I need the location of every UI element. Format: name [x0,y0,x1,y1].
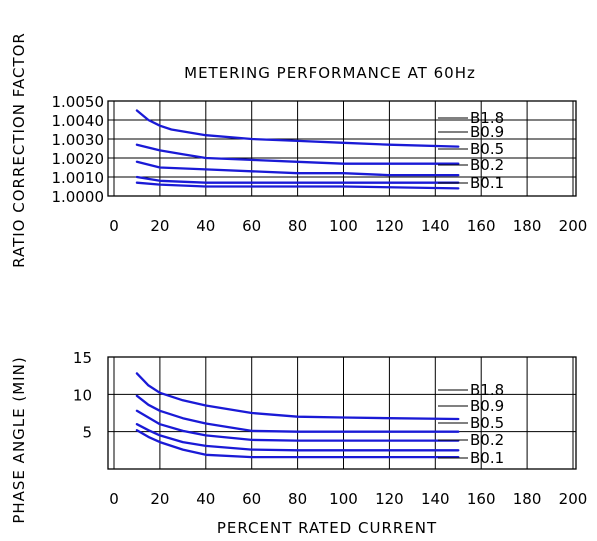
phase-angle-chart: 5 10 15 0 20 40 60 80 100 120 140 160 180 200 B1.8B0.9… [73,349,587,508]
y-tick-label: 10 [73,386,92,404]
x-tick-label: 140 [421,217,450,235]
series-label: B0.9 [470,123,504,141]
x-tick-label: 180 [513,217,542,235]
series-line [135,143,460,165]
x-tick-label: 80 [288,490,307,508]
x-tick-label: 160 [467,490,496,508]
series-label: B1.8 [470,109,504,127]
series-label: B1.8 [470,381,504,399]
x-axis-label: PERCENT RATED CURRENT [217,519,437,537]
series-line [135,160,460,177]
lower-y-axis-label: PHASE ANGLE (MIN) [10,356,28,523]
plot-frame [107,356,577,470]
series-label: B0.5 [470,140,504,158]
series-label: B0.2 [470,156,504,174]
series-line [135,423,460,452]
y-tick-label: 1.0050 [52,93,105,111]
x-tick-label: 120 [375,490,404,508]
series-line [135,181,460,190]
series-label: B0.5 [470,414,504,432]
series-label: B0.2 [470,431,504,449]
x-tick-label: 200 [559,490,588,508]
x-tick-label: 20 [150,490,169,508]
series-line [135,109,460,148]
y-tick-label: 1.0020 [52,150,105,168]
series-label: B0.1 [470,174,504,192]
series-line [135,429,460,459]
plot-frame [107,100,577,197]
series-line [135,372,460,421]
x-tick-label: 100 [329,490,358,508]
series-line [135,394,460,433]
x-tick-label: 60 [242,217,261,235]
x-tick-label: 80 [288,217,307,235]
x-tick-label: 60 [242,490,261,508]
y-tick-label: 15 [73,349,92,367]
y-tick-label: 1.0000 [52,188,105,206]
y-tick-label: 5 [82,424,92,442]
y-tick-label: 1.0030 [52,131,105,149]
x-tick-label: 20 [150,217,169,235]
series-line [135,409,460,442]
x-tick-label: 140 [421,490,450,508]
figure-title: METERING PERFORMANCE AT 60Hz [184,64,476,82]
x-tick-label: 40 [196,217,215,235]
series-label: B0.9 [470,397,504,415]
x-tick-label: 200 [559,217,588,235]
x-tick-label: 100 [329,217,358,235]
x-tick-label: 0 [109,490,119,508]
y-tick-label: 1.0040 [52,112,105,130]
series-label: B0.1 [470,449,504,467]
x-tick-label: 180 [513,490,542,508]
x-tick-label: 120 [375,217,404,235]
y-tick-label: 1.0010 [52,169,105,187]
x-tick-label: 40 [196,490,215,508]
x-tick-label: 160 [467,217,496,235]
series-line [135,175,460,184]
upper-y-axis-label: RATIO CORRECTION FACTOR [10,32,28,268]
x-tick-label: 0 [109,217,119,235]
